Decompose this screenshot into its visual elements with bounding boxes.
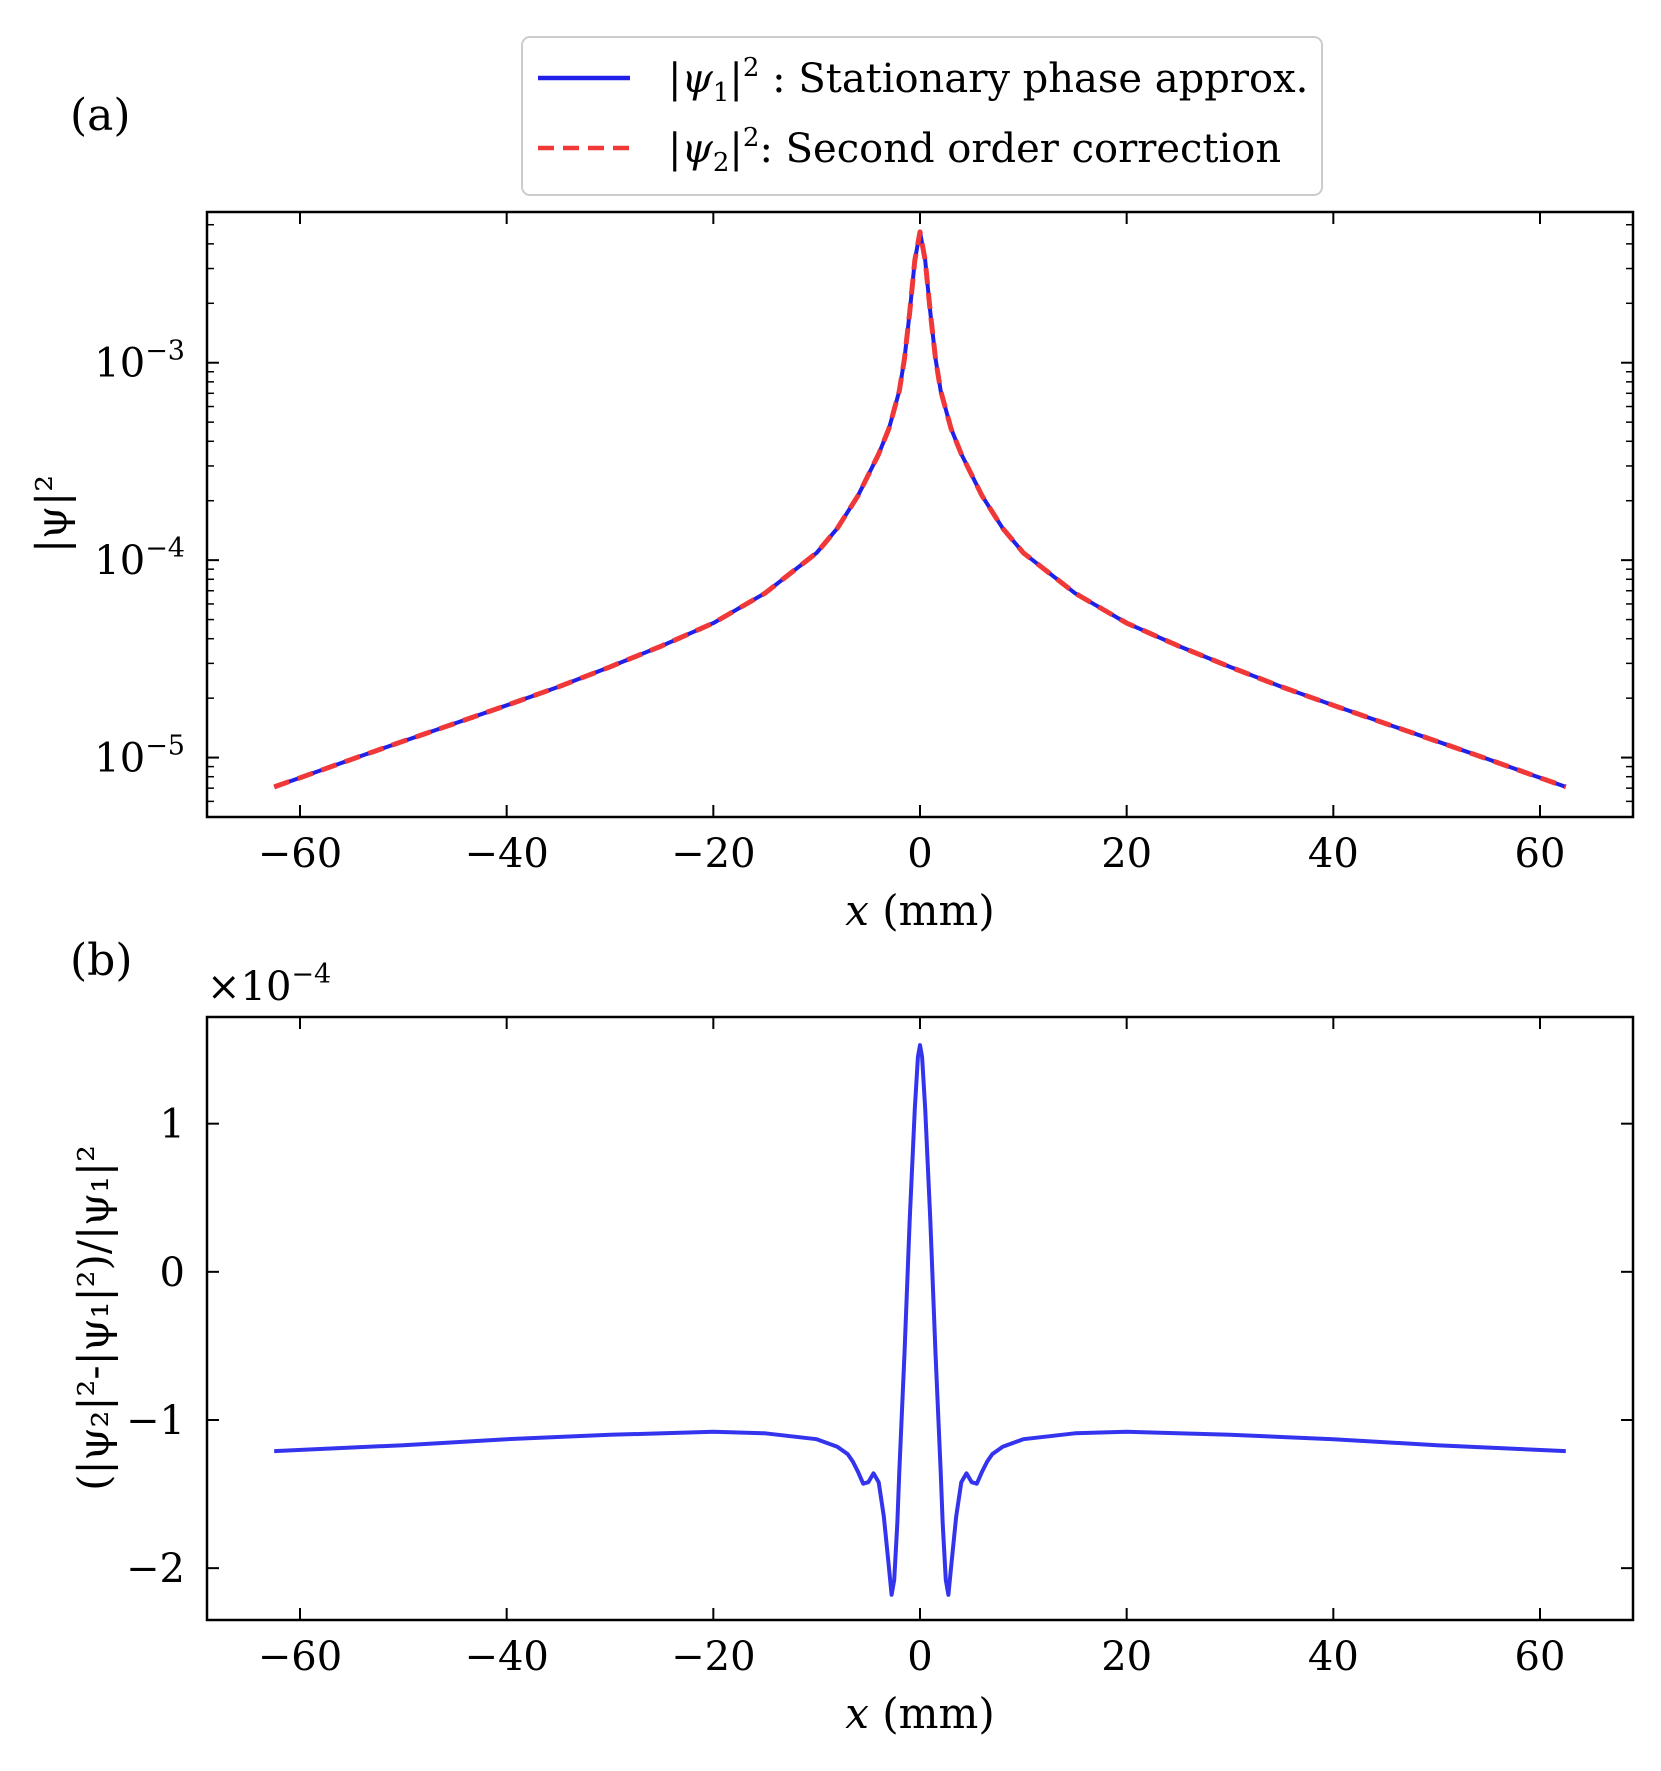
panel-label-b: (b) — [70, 935, 133, 986]
legend-label-psi1: |ψ1|2 : Stationary phase approx. — [668, 53, 1308, 108]
ytick-label-b: 0 — [160, 1250, 185, 1296]
ytick-label-b: 1 — [160, 1102, 185, 1148]
xtick-label-a: 20 — [1101, 831, 1152, 877]
legend: |ψ1|2 : Stationary phase approx. |ψ2|2: … — [521, 36, 1323, 196]
xtick-label-b: −40 — [464, 1634, 548, 1680]
xlabel-a: x (mm) — [845, 886, 994, 935]
panel-a: (a) −60 −40 −20 0 20 40 60 10−5 10−4 10−3 |ψ|² x … — [27, 90, 1635, 935]
xtick-label-b: 60 — [1515, 1634, 1566, 1680]
ylabel-b: (|ψ₂|²-|ψ₁|²)/|ψ₁|² — [69, 1145, 118, 1491]
panel-label-a: (a) — [70, 90, 131, 141]
ytick-label-b: −2 — [126, 1546, 185, 1592]
xtick-label-b: 20 — [1101, 1634, 1152, 1680]
xtick-label-a: −60 — [258, 831, 342, 877]
axes-frame-b — [205, 1015, 1635, 1622]
ylabel-a: |ψ|² — [27, 475, 76, 553]
axes-frame-a — [205, 210, 1635, 819]
xtick-label-a: 0 — [907, 831, 932, 877]
ytick-label-a: 10−3 — [94, 336, 185, 387]
ytick-label-b: −1 — [126, 1398, 185, 1444]
y-multiplier-b: ×10−4 — [207, 959, 331, 1010]
series-line-a-1 — [273, 229, 1567, 790]
legend-box — [521, 36, 1323, 196]
ytick-label-a: 10−5 — [94, 731, 185, 782]
legend-label-psi2: |ψ2|2: Second order correction — [668, 123, 1281, 178]
xtick-label-a: 60 — [1515, 831, 1566, 877]
xtick-label-b: −60 — [258, 1634, 342, 1680]
xtick-label-b: −20 — [671, 1634, 755, 1680]
xtick-label-a: −20 — [671, 831, 755, 877]
xtick-label-a: −40 — [464, 831, 548, 877]
series-line-a-0 — [273, 229, 1567, 789]
series-line-b-0 — [274, 1043, 1566, 1597]
xlabel-b: x (mm) — [845, 1689, 994, 1738]
ytick-label-a: 10−4 — [94, 533, 185, 584]
panel-b: (b) ×10−4 −60 −40 −20 0 20 40 60 −2 −1 0 1 (|ψ₂|²-… — [69, 935, 1635, 1738]
xtick-label-b: 40 — [1308, 1634, 1359, 1680]
xtick-label-b: 0 — [907, 1634, 932, 1680]
xtick-label-a: 40 — [1308, 831, 1359, 877]
